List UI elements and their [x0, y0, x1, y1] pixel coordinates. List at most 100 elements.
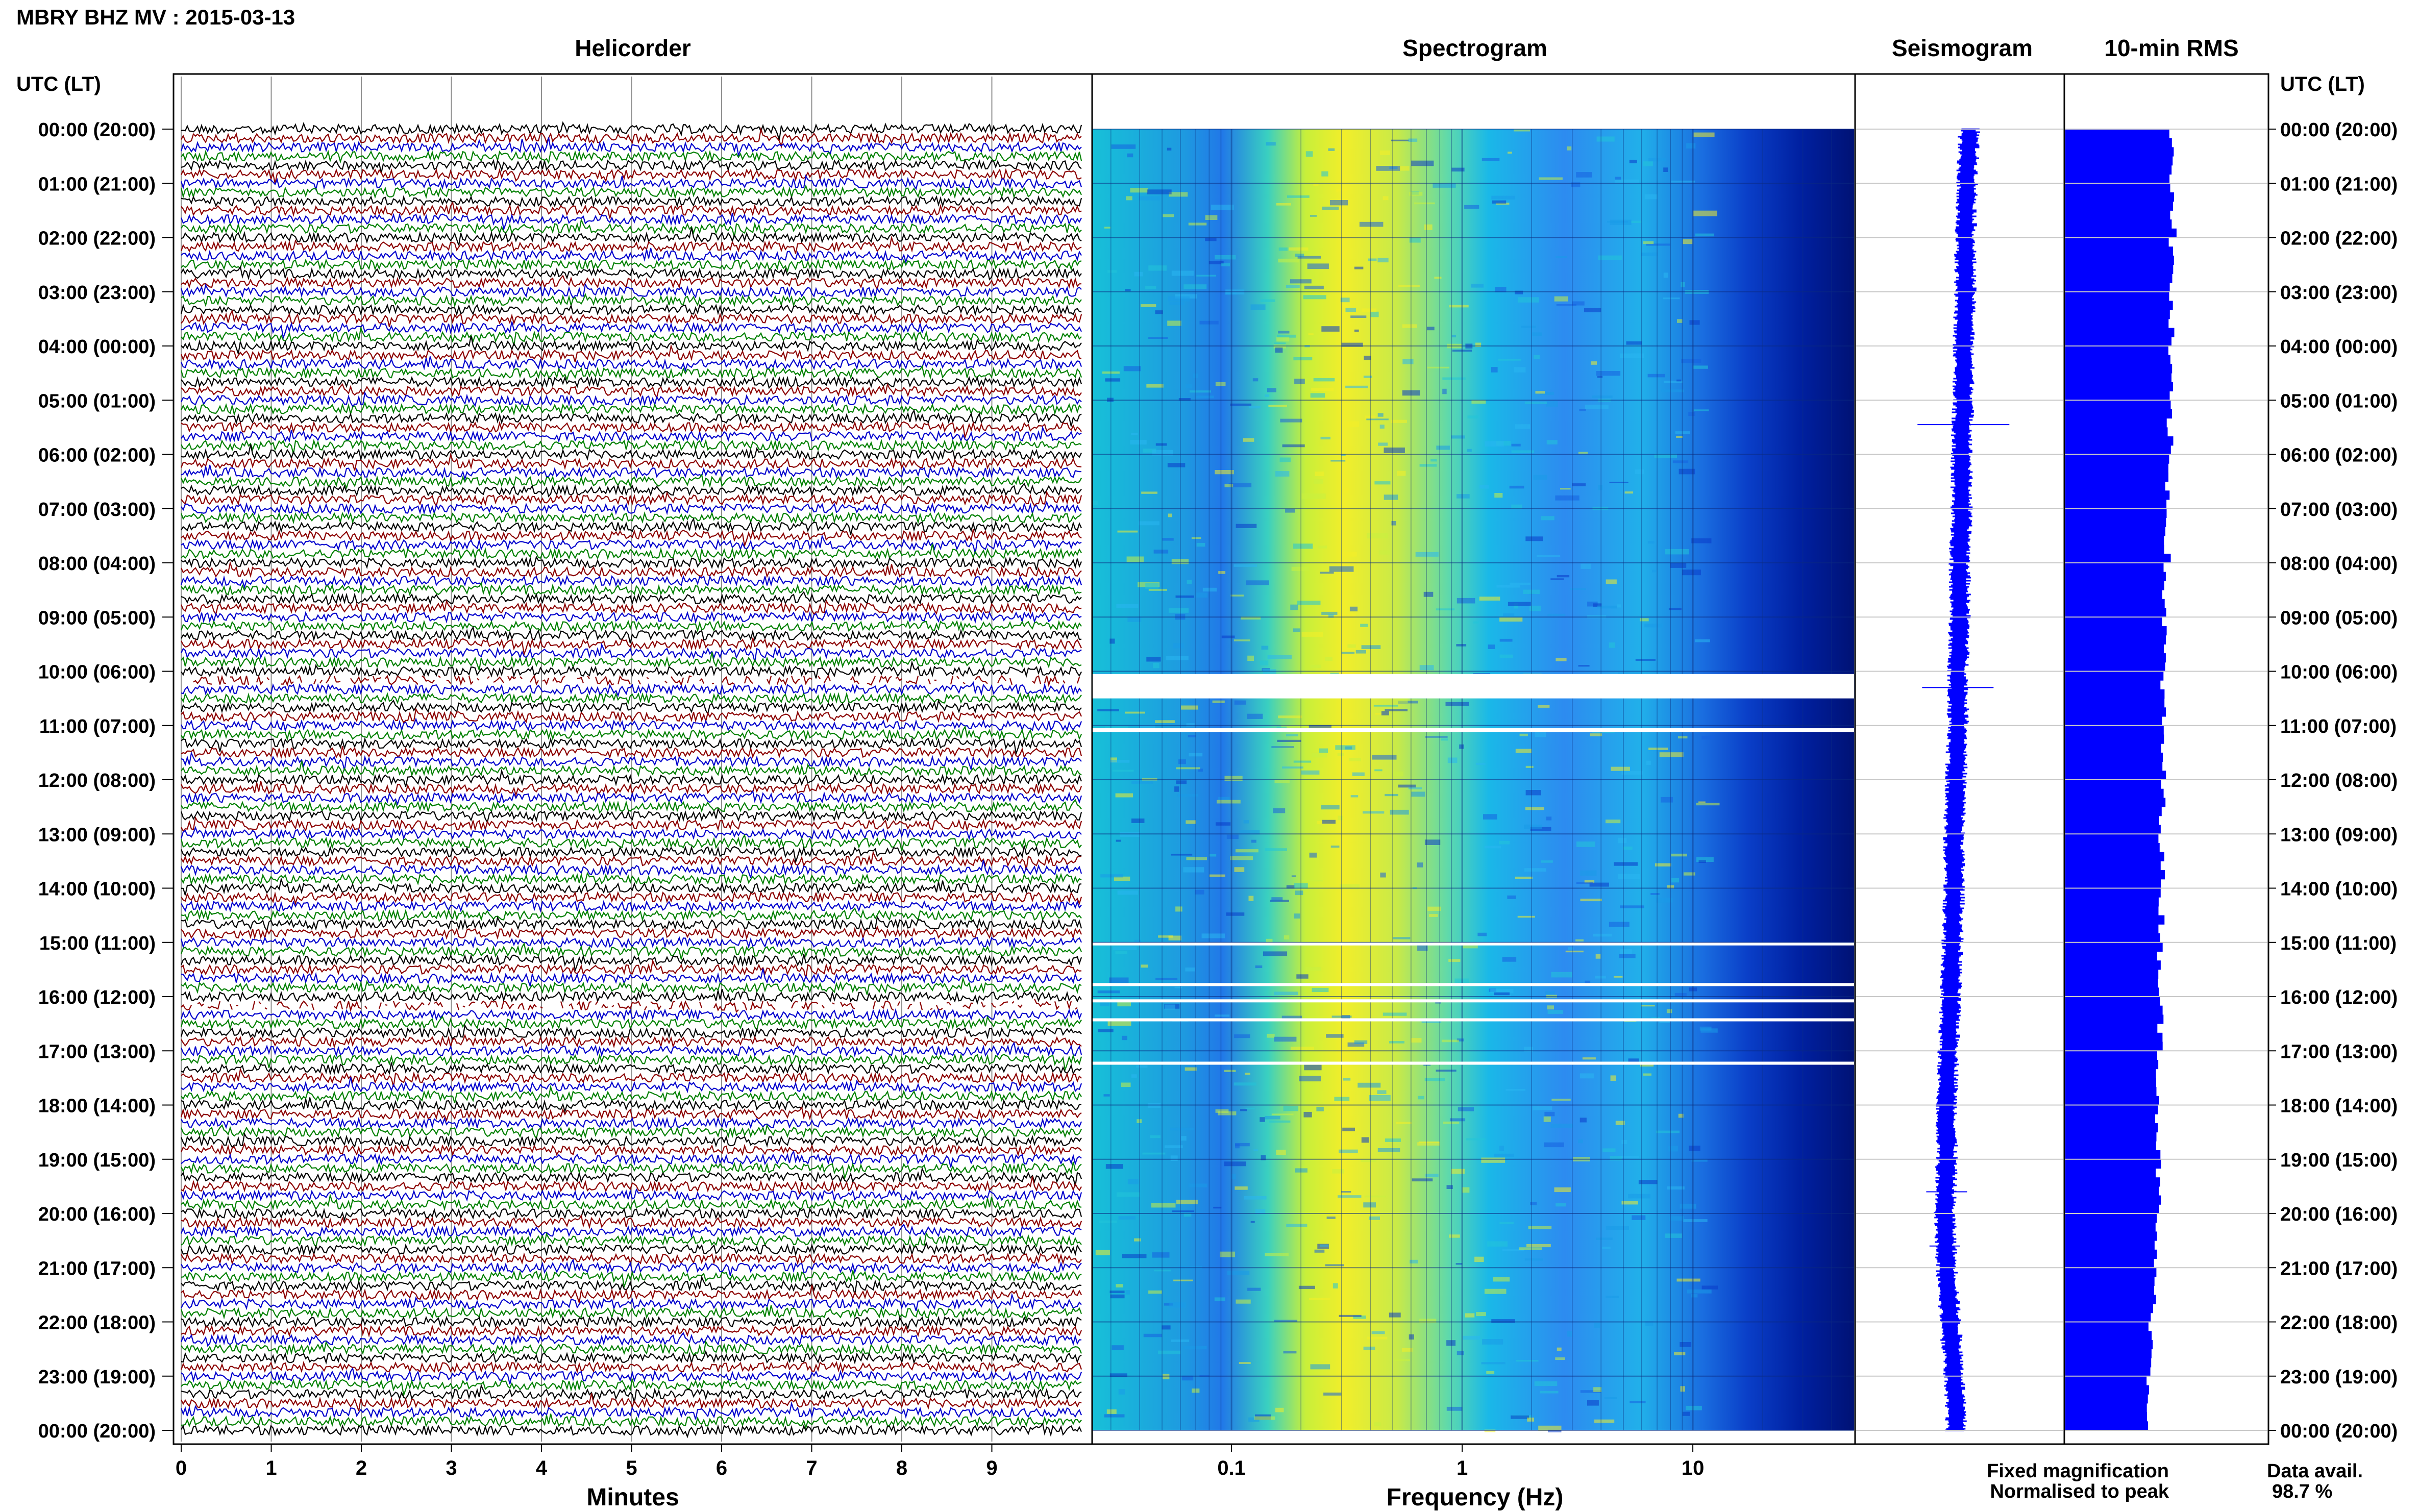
spectrogram-cell	[1515, 424, 1531, 429]
spectrogram-cell	[1576, 841, 1595, 847]
spectrogram-cell	[1247, 1287, 1261, 1291]
helicorder-trace-row	[181, 1053, 1082, 1072]
spectrogram-cell	[1125, 1290, 1130, 1295]
spectrogram-cell	[1218, 571, 1226, 574]
helicorder-trace-row	[181, 1270, 1082, 1289]
helicorder-trace-row	[180, 235, 1082, 254]
rms-bar	[2065, 237, 2169, 247]
spectrogram-cell	[1572, 301, 1585, 306]
spectrogram-cell	[1364, 1195, 1387, 1198]
spectrogram-cell	[1230, 1174, 1236, 1180]
helicorder-trace-row	[180, 1024, 1082, 1040]
spectrogram-cell	[1321, 611, 1338, 615]
spectrogram-cell	[1635, 659, 1656, 661]
spectrogram-cell	[1177, 794, 1198, 797]
spectrogram-cell	[1368, 258, 1377, 261]
spectrogram-cell	[1336, 189, 1347, 192]
helicorder-trace-row	[181, 167, 1082, 184]
spectrogram-cell	[1434, 277, 1442, 279]
spectrogram-cell	[1252, 378, 1258, 382]
spectrogram-cell	[1631, 220, 1642, 223]
spectrogram-cell	[1477, 932, 1487, 936]
spectrogram-cell	[1677, 319, 1683, 323]
hour-label-right: 15:00 (11:00)	[2280, 933, 2397, 954]
helicorder-trace-row	[180, 1401, 1082, 1420]
spectrogram-cell	[1576, 172, 1592, 178]
spectrogram-cell	[1117, 530, 1138, 533]
rms-bar	[2065, 635, 2166, 645]
spectrogram-cell	[1647, 374, 1665, 378]
rms-bar	[2065, 544, 2164, 554]
rms-bar	[2065, 815, 2159, 825]
spectrogram-cell	[1350, 315, 1367, 318]
spectrogram-cell	[1122, 1254, 1147, 1258]
spectrogram-cell	[1192, 1389, 1200, 1393]
spectrogram-cell	[1689, 987, 1697, 992]
hour-label-right: 19:00 (15:00)	[2280, 1150, 2398, 1171]
spectrogram-cell	[1275, 471, 1290, 477]
spectrogram-cell	[1686, 1405, 1702, 1410]
spectrogram-cell	[1644, 194, 1658, 200]
spectrogram-cell	[1433, 183, 1456, 188]
spectrogram-cell	[1224, 776, 1243, 781]
spectrogram-cell	[1374, 481, 1391, 485]
spectrogram-cell	[1276, 337, 1290, 342]
spectrogram-cell	[1393, 937, 1411, 939]
spectrogram-cell	[1557, 1347, 1562, 1351]
rms-bar	[2065, 1177, 2160, 1187]
spectrogram-cell	[1411, 791, 1425, 797]
rms-bar	[2065, 653, 2166, 663]
rms-bar	[2065, 1051, 2157, 1060]
spectrogram-cell	[1274, 342, 1286, 346]
spectrogram-cell	[1340, 298, 1350, 303]
spectrogram-cell	[1533, 1106, 1552, 1110]
rms-bar	[2065, 346, 2168, 356]
spectrogram-cell	[1436, 445, 1450, 450]
spectrogram-cell	[1567, 1331, 1572, 1337]
spectrogram-cell	[1236, 524, 1257, 528]
spectrogram-cell	[1515, 290, 1523, 294]
helicorder-trace-row	[181, 218, 1082, 238]
spectrogram-cell	[1106, 1409, 1117, 1414]
spectrogram-cell	[1473, 621, 1479, 624]
hour-label-left: 03:00 (23:00)	[38, 282, 156, 304]
spectrogram-cell	[1550, 578, 1564, 580]
spectrogram-cell	[1355, 650, 1366, 654]
spectrogram-cell	[1310, 393, 1325, 398]
rms-bar	[2065, 852, 2164, 861]
spectrogram-cell	[1635, 469, 1644, 475]
spectrogram-cell	[1514, 129, 1530, 132]
spectrogram-cell	[1294, 883, 1308, 889]
spectrogram-cell	[1104, 1414, 1125, 1418]
spectrogram-cell	[1378, 442, 1388, 446]
spectrogram-cell	[1419, 464, 1437, 467]
spectrogram-cell	[1572, 483, 1586, 486]
hour-label-left: 04:00 (00:00)	[38, 336, 156, 358]
rms-bar	[2065, 590, 2162, 600]
rms-bar	[2065, 743, 2161, 753]
helicorder-trace-row	[181, 1258, 1082, 1276]
spectrogram-cell	[1364, 356, 1371, 360]
right-time-axis-label: UTC (LT)	[2280, 73, 2365, 95]
spectrogram-cell	[1505, 1088, 1525, 1091]
helicorder-trace-row	[181, 292, 1082, 308]
rms-bar	[2065, 527, 2165, 536]
spectrogram-cell	[1295, 1168, 1307, 1173]
spectrogram-cell	[1546, 401, 1558, 407]
spectrogram-cell	[1216, 822, 1231, 826]
helicorder-trace-row	[181, 717, 1082, 733]
spectrogram-cell	[1448, 959, 1461, 962]
spectrogram-cell	[1476, 1312, 1486, 1317]
spectrogram-cell	[1389, 1041, 1404, 1044]
spectrogram-cell	[1146, 657, 1161, 662]
spectrogram-cell	[1638, 1180, 1658, 1184]
spectrogram-cell	[1191, 537, 1201, 539]
spectrogram-cell	[1153, 550, 1169, 554]
spectrogram-cell	[1302, 880, 1323, 882]
helicorder-trace-row	[180, 213, 1082, 232]
helicorder-trace-row	[181, 1176, 1082, 1195]
spectrogram-cell	[1378, 550, 1391, 555]
spectrogram-cell	[1305, 967, 1321, 971]
hour-label-left: 11:00 (07:00)	[39, 716, 156, 737]
spectrogram-cell	[1427, 906, 1441, 911]
